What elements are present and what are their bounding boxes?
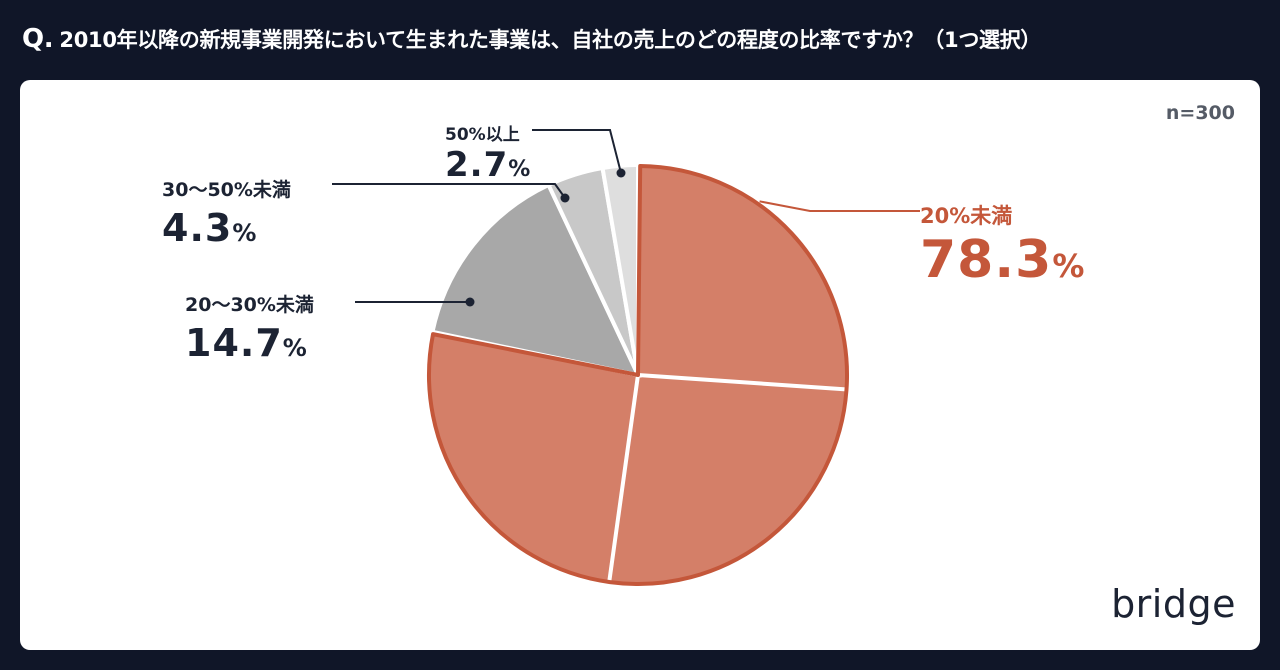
leader-line-30-50: [332, 183, 566, 199]
label-50-plus-value: 2.7%: [445, 145, 531, 185]
question-title: Q. 2010年以降の新規事業開発において生まれた事業は、自社の売上のどの程度の比…: [22, 24, 1262, 54]
chart-card: n=300 20%未満 78.3% 20〜30%未満 14.7% 30〜50%未…: [20, 80, 1260, 650]
label-under-20-unit: %: [1052, 247, 1086, 285]
label-20-30-number: 14.7: [185, 321, 283, 365]
label-50-plus: 50%以上 2.7%: [445, 120, 531, 185]
pie-slice-50-plus: [600, 162, 640, 376]
pie-slice-20-30: [430, 182, 642, 378]
label-50-plus-unit: %: [508, 157, 532, 182]
label-under-20: 20%未満 78.3%: [920, 200, 1085, 290]
sample-size: n=300: [1165, 102, 1235, 124]
label-under-20-value: 78.3%: [920, 230, 1085, 290]
label-20-30-unit: %: [282, 334, 308, 362]
leader-dot-50-plus: [616, 168, 626, 178]
highlight-outline: [427, 164, 850, 586]
question-text: 2010年以降の新規事業開発において生まれた事業は、自社の売上のどの程度の比率で…: [59, 28, 1042, 52]
label-30-50-number: 4.3: [162, 206, 233, 250]
label-30-50-value: 4.3%: [162, 206, 291, 250]
label-20-30-category: 20〜30%未満: [185, 294, 314, 316]
leader-dot-30-50: [560, 193, 570, 203]
label-50-plus-number: 2.7: [445, 145, 509, 185]
leader-line-50-plus: [532, 129, 622, 174]
label-under-20-category: 20%未満: [920, 204, 1013, 228]
label-50-plus-category: 50%以上: [445, 125, 520, 145]
pie-chart: [332, 129, 920, 587]
label-30-50-category: 30〜50%未満: [162, 179, 291, 201]
question-marker: Q.: [22, 24, 54, 54]
label-30-50-unit: %: [232, 219, 258, 247]
leader-dot-20-30: [465, 297, 475, 307]
label-20-30: 20〜30%未満 14.7%: [185, 290, 314, 365]
label-30-50: 30〜50%未満 4.3%: [162, 175, 291, 250]
label-20-30-value: 14.7%: [185, 321, 314, 365]
leader-line-under-20: [759, 200, 920, 212]
highlight-divider-2: [607, 374, 640, 584]
bridge-logo: bridge: [1111, 582, 1236, 626]
highlight-divider-1: [637, 373, 848, 392]
label-under-20-number: 78.3: [920, 230, 1053, 290]
